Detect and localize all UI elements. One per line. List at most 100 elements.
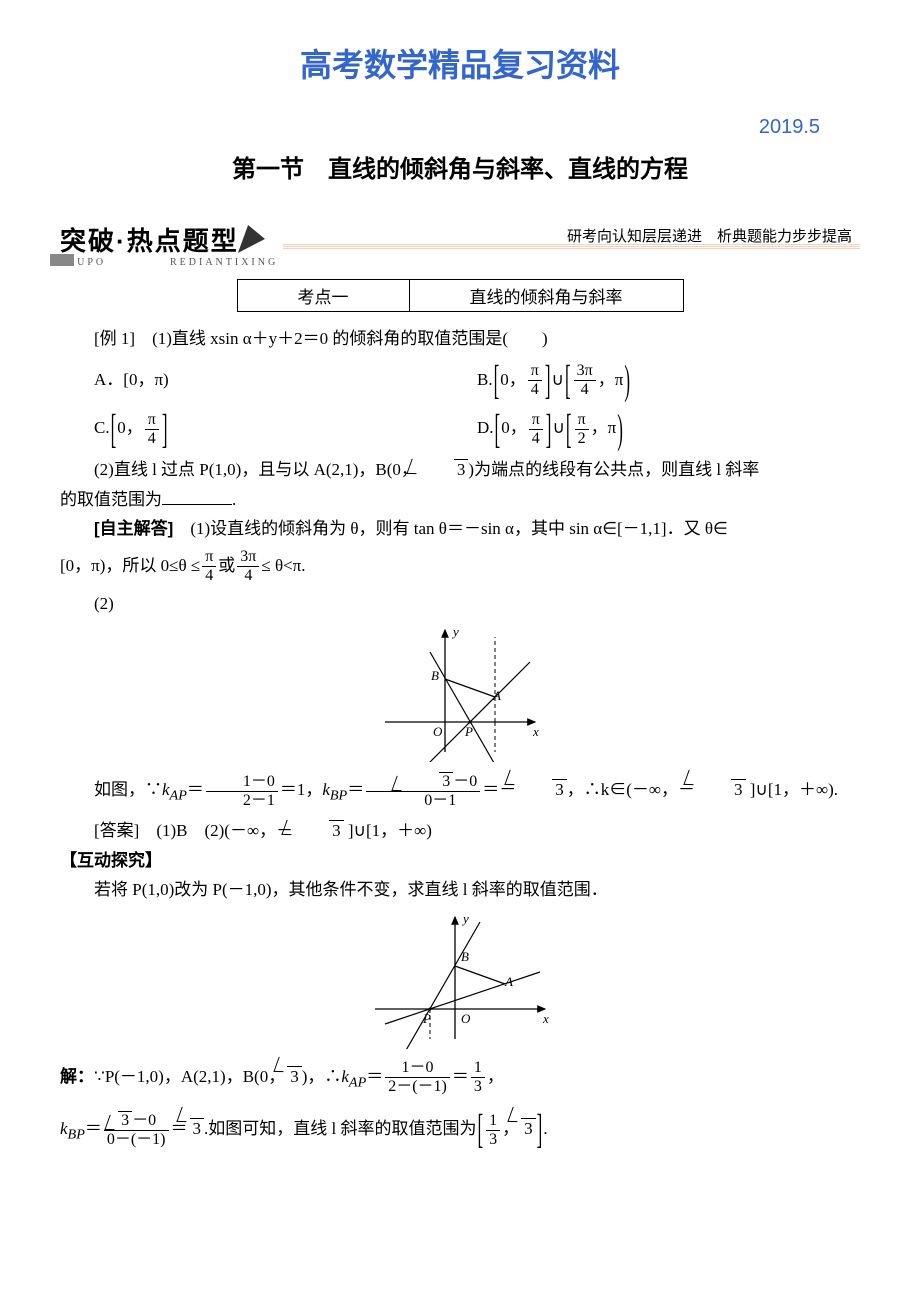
sub-ap: AP — [349, 1074, 366, 1090]
num: 3－0 — [366, 774, 480, 792]
bracket-icon: ] — [546, 372, 552, 486]
frac-3pi4: 3π4 — [574, 363, 596, 398]
s2d: ，∴k∈(－∞，－ — [567, 780, 695, 799]
kap: k — [341, 1067, 349, 1086]
example-1-q1: [例 1] (1)直线 xsin α＋y＋2＝0 的倾斜角的取值范围是( ) — [60, 326, 860, 352]
mutual-heading: 【互动探究】 — [60, 848, 860, 874]
s1a: (1)设直线的倾斜角为 θ，则有 tan θ＝－sin α，其中 sin α∈[… — [190, 519, 727, 538]
den: 0－(－1) — [104, 1131, 169, 1148]
table-row: 考点一 直线的倾斜角与斜率 — [237, 280, 683, 312]
kbp: k — [60, 1119, 68, 1138]
banner-word-2: 热点题型 — [127, 226, 239, 256]
s1d: ≤ θ<π. — [261, 556, 305, 575]
mutual-q: 若将 P(1,0)改为 P(－1,0)，其他条件不变，求直线 l 斜率的取值范围… — [60, 877, 860, 903]
banner-right-text: 研考向认知层层递进 析典题能力步步提高 — [567, 225, 852, 246]
sub-ap: AP — [170, 787, 187, 803]
option-d: D.[0，π4]∪[π2，π) — [477, 404, 860, 453]
num: π — [528, 363, 542, 381]
answer-text2: ]∪[1，＋∞) — [344, 821, 432, 840]
num: 1 — [486, 1113, 500, 1131]
example-label: [例 1] — [94, 329, 135, 348]
date: 2019.5 — [60, 116, 820, 139]
bracket-icon: [ — [495, 372, 501, 486]
sqrt-icon: 3 — [403, 774, 453, 790]
sqrt-icon: 3 — [285, 1055, 302, 1099]
svg-text:O: O — [461, 1011, 471, 1026]
solution-2-text: 如图，∵kAP＝1－02－1＝1，kBP＝3－00－1＝－3，∴k∈(－∞，－3… — [60, 768, 860, 814]
frac-pi4: π4 — [202, 549, 216, 584]
frac-pi2: π2 — [575, 412, 589, 447]
s1c: 或 — [218, 556, 235, 575]
svg-text:B: B — [461, 949, 469, 964]
num: π — [575, 412, 589, 430]
banner-word-1: 突破 — [60, 226, 116, 256]
den: 4 — [574, 381, 596, 398]
s2e: ]∪[1，＋∞). — [746, 780, 839, 799]
sqrt-icon: 3 — [516, 768, 567, 812]
diagram-1: x y O P A B — [375, 622, 545, 762]
sub-bp: BP — [330, 787, 347, 803]
diagram-2: x y O P A B — [365, 909, 555, 1049]
sqrt3: 3 — [439, 772, 453, 790]
section-title: 第一节 直线的倾斜角与斜率、直线的方程 — [60, 149, 860, 184]
solution-1b: [0，π)，所以 0≤θ ≤π4或3π4≤ θ<π. — [60, 546, 860, 587]
sqrt-icon: 3 — [293, 818, 344, 844]
sub-bp: BP — [68, 1126, 85, 1142]
topic-table: 考点一 直线的倾斜角与斜率 — [237, 279, 684, 312]
sqrt3: 3 — [118, 1111, 132, 1129]
sqrt-icon: 3 — [519, 1105, 536, 1153]
opt-c-prefix: C. — [94, 418, 110, 437]
banner-dot: · — [116, 226, 127, 256]
den: 4 — [529, 430, 543, 447]
sqrt3: 3 — [521, 1118, 536, 1138]
sqrt3: 3 — [329, 820, 344, 840]
mutual-solution: 解：∵P(－1,0)，A(2,1)，B(0，3)，∴kAP＝1－02－(－1)＝… — [60, 1055, 860, 1101]
bracket-icon: ] — [162, 372, 168, 486]
ms-g: . — [543, 1119, 547, 1138]
frac-pi4: π4 — [529, 412, 543, 447]
den: 2－1 — [206, 792, 278, 809]
sqrt-icon: 3 — [695, 768, 746, 812]
q2-a: (2)直线 l 过点 P(1,0)，且与以 A(2,1)，B(0， — [94, 460, 418, 479]
frac-pi4: π4 — [528, 363, 542, 398]
mutual-solution-2: kBP＝3－00－(－1)＝3.如图可知，直线 l 斜率的取值范围为[13，3]… — [60, 1105, 860, 1155]
bracket-icon: [ — [111, 372, 117, 486]
options-list: A．[0，π) B.[0，π4]∪[3π4，π) C.[0，π4] D.[0，π… — [94, 356, 860, 454]
bracket-icon: [ — [566, 372, 572, 486]
bracket-icon: [ — [478, 1073, 484, 1187]
q1-text: (1)直线 xsin α＋y＋2＝0 的倾斜角的取值范围是( ) — [152, 329, 548, 348]
sqrt3: 3 — [287, 1066, 302, 1086]
num: π — [529, 412, 543, 430]
q2-tail: 的取值范围为 — [60, 490, 162, 509]
q2-period: . — [232, 490, 236, 509]
example-1-q2: (2)直线 l 过点 P(1,0)，且与以 A(2,1)，B(0，3)为端点的线… — [60, 457, 860, 483]
den: 4 — [202, 567, 216, 584]
frac-pi4: π4 — [145, 412, 159, 447]
banner-left-text: 突破·热点题型 — [60, 226, 239, 256]
bracket-icon: ) — [624, 323, 630, 437]
num: π — [202, 549, 216, 567]
sqrt3: 3 — [552, 779, 567, 799]
kap: k — [162, 780, 170, 799]
solution-label: [自主解答] — [94, 519, 173, 538]
frac-kbp: 3－00－1 — [366, 774, 480, 809]
banner-divider-icon — [238, 225, 270, 253]
ms-a: ∵P(－1,0)，A(2,1)，B(0， — [94, 1067, 285, 1086]
option-a: A．[0，π) — [94, 356, 477, 405]
svg-text:y: y — [461, 911, 469, 926]
num: 1－0 — [206, 774, 278, 792]
frac-3pi4: 3π4 — [237, 549, 259, 584]
banner-sub2: REDIANTIXING — [170, 257, 278, 268]
blank-underline — [162, 504, 232, 505]
topic-left: 考点一 — [237, 280, 409, 312]
opt-b-prefix: B. — [477, 370, 493, 389]
den: 4 — [145, 430, 159, 447]
svg-text:x: x — [532, 724, 539, 739]
num: 3π — [574, 363, 596, 381]
example-1-q2-tail: 的取值范围为. — [60, 487, 860, 513]
den: 4 — [237, 567, 259, 584]
solution-2-label: (2) — [60, 591, 860, 617]
num: 1－0 — [385, 1060, 450, 1078]
sqrt3: 3 — [190, 1118, 205, 1138]
svg-text:x: x — [542, 1011, 549, 1026]
